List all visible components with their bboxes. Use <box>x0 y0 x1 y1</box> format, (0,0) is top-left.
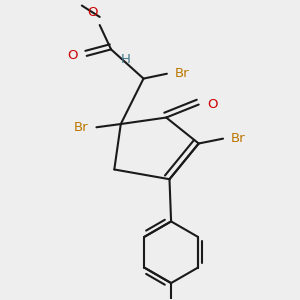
Text: H: H <box>121 52 130 66</box>
Text: O: O <box>88 5 98 19</box>
Text: O: O <box>207 98 217 111</box>
Text: O: O <box>68 50 78 62</box>
Text: Br: Br <box>174 67 189 80</box>
Text: Br: Br <box>231 132 246 145</box>
Text: Br: Br <box>74 121 88 134</box>
